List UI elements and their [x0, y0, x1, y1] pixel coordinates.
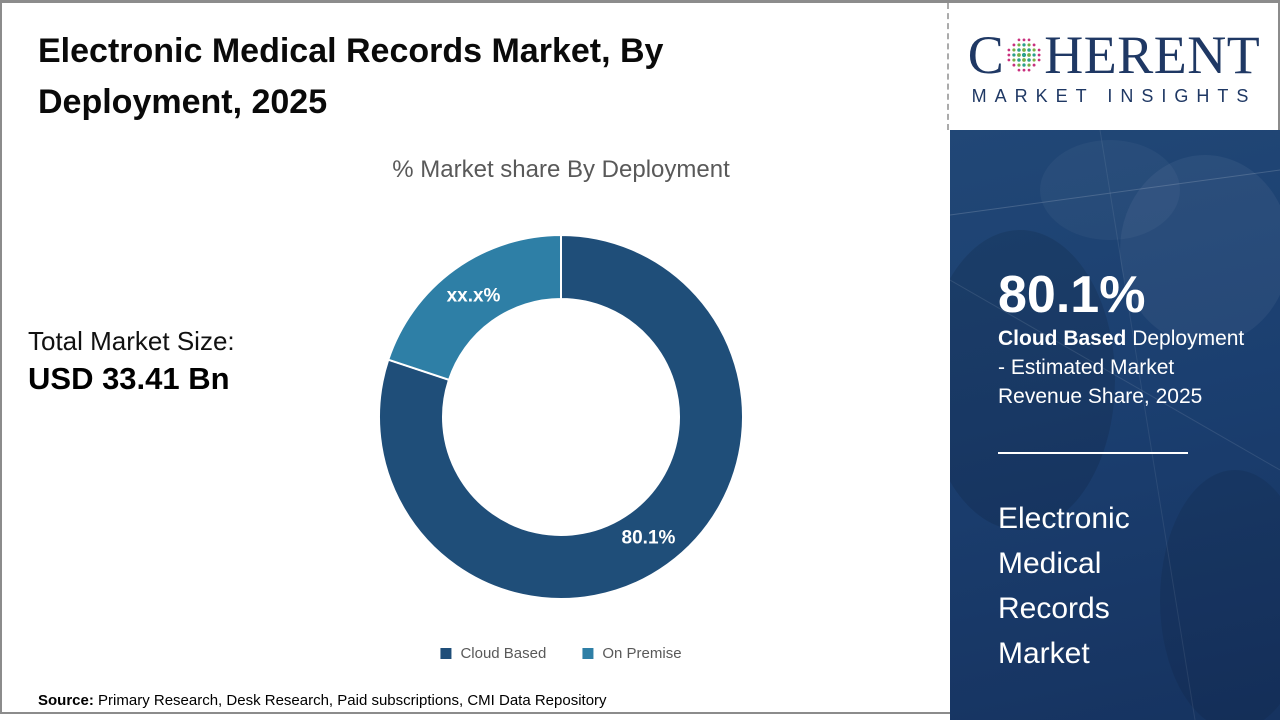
globe-dot [1022, 38, 1026, 42]
globe-dot [1017, 68, 1021, 72]
globe-dot [1027, 68, 1031, 72]
globe-dot [1012, 63, 1016, 67]
globe-dot [1022, 52, 1027, 58]
chart-legend: Cloud Based On Premise [440, 645, 682, 662]
globe-dot [1007, 53, 1011, 57]
slide-border-bottom [0, 712, 952, 714]
globe-dot [1007, 48, 1011, 52]
donut-label-on-premise: xx.x% [447, 285, 501, 306]
globe-dot [1007, 58, 1011, 62]
slide-border-left [0, 0, 2, 714]
sidebar-market-name: Electronic Medical Records Market [998, 496, 1208, 676]
globe-dot [1027, 38, 1031, 42]
globe-dot [1022, 48, 1027, 52]
total-market-size: Total Market Size: USD 33.41 Bn [28, 324, 235, 398]
globe-dot [1027, 48, 1032, 52]
page-title: Electronic Medical Records Market, By De… [38, 26, 758, 128]
globe-dot [1012, 48, 1016, 52]
sidebar-divider [998, 452, 1188, 454]
logo-word-prefix: C [967, 25, 1005, 85]
globe-dot [1012, 43, 1016, 47]
legend-item-on-premise: On Premise [582, 645, 682, 662]
globe-dot [1032, 43, 1036, 47]
total-market-size-label: Total Market Size: [28, 326, 235, 356]
market-name-line: Records [998, 592, 1110, 625]
globe-dot [1032, 53, 1036, 57]
globe-dot [1017, 53, 1022, 57]
globe-dot [1022, 58, 1027, 62]
globe-dot [1032, 63, 1036, 67]
stat-description: Cloud Based Deployment - Estimated Marke… [998, 324, 1250, 411]
globe-dot [1017, 48, 1022, 52]
highlight-sidebar: 80.1% Cloud Based Deployment - Estimated… [950, 130, 1280, 720]
logo-word-suffix: HERENT [1044, 25, 1261, 85]
globe-dot [1012, 53, 1016, 57]
market-name-line: Medical [998, 547, 1102, 580]
globe-dot [1032, 58, 1036, 62]
globe-dot [1017, 58, 1022, 62]
donut-label-cloud-based: 80.1% [622, 528, 676, 549]
globe-dot [1022, 43, 1026, 47]
page-title-line-1: Electronic Medical Records Market, By [38, 32, 664, 70]
donut-chart-svg: 80.1% xx.x% [378, 233, 744, 600]
legend-label: Cloud Based [460, 645, 547, 662]
header-logo-divider [947, 3, 949, 130]
brand-logo-wordmark: C HERENT [968, 26, 1261, 84]
legend-swatch [440, 648, 452, 659]
legend-item-cloud-based: Cloud Based [440, 645, 546, 662]
globe-dot [1038, 58, 1041, 62]
stat-description-segment: Cloud Based [998, 327, 1127, 350]
total-market-size-value: USD 33.41 Bn [28, 361, 230, 396]
globe-dot [1032, 48, 1036, 52]
donut-segment-on-premise [386, 233, 562, 382]
slide-border-top [0, 0, 1280, 3]
globe-dot [1012, 58, 1016, 62]
source-text: Primary Research, Desk Research, Paid su… [98, 692, 607, 709]
chart-title: % Market share By Deployment [392, 156, 730, 183]
brand-logo-tagline: MARKET INSIGHTS [971, 86, 1257, 106]
globe-dot [1027, 53, 1032, 57]
stat-value: 80.1% [998, 266, 1146, 324]
source-label: Source: [38, 692, 94, 709]
stat-description-text: Deployment - Estimated Market Revenue Sh… [998, 327, 1245, 408]
globe-dot [1038, 48, 1041, 52]
world-map-texture [950, 130, 1280, 720]
globe-dot [1022, 63, 1026, 67]
dotted-globe-icon [1007, 38, 1041, 72]
source-note: Source: Primary Research, Desk Research,… [38, 692, 607, 709]
donut-chart: 80.1% xx.x% [375, 231, 747, 603]
globe-dot [1027, 43, 1031, 47]
globe-dot [1022, 68, 1026, 72]
globe-dot [1027, 63, 1031, 67]
globe-dot [1027, 58, 1032, 62]
globe-dot [1017, 43, 1021, 47]
legend-label: On Premise [602, 645, 682, 662]
globe-dot [1017, 63, 1021, 67]
market-name-line: Electronic [998, 502, 1130, 535]
globe-dot [1017, 38, 1021, 42]
market-name-line: Market [998, 637, 1090, 670]
globe-dot [1037, 53, 1041, 57]
brand-logo: C HERENT MARKET INSIGHTS [950, 3, 1278, 130]
page-title-line-2: Deployment, 2025 [38, 83, 328, 121]
legend-swatch [582, 648, 594, 659]
donut-segment-cloud-based [378, 233, 744, 600]
